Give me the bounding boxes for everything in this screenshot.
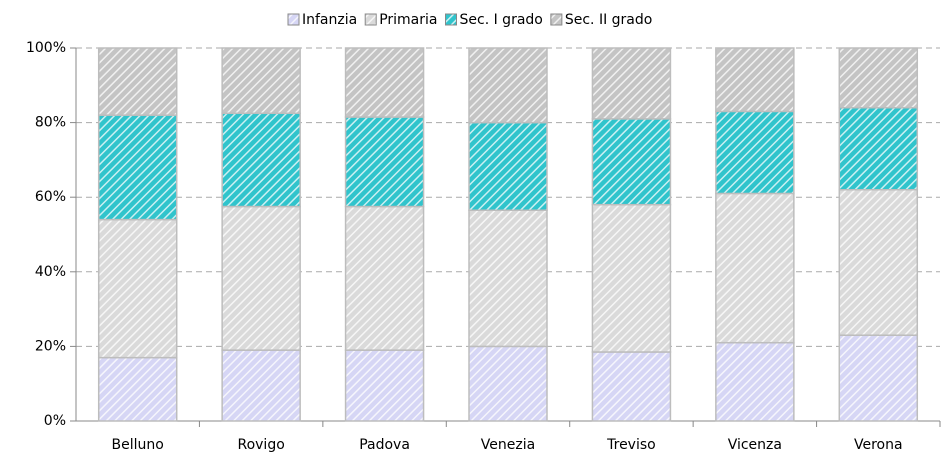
x-tick-label: Verona [854,437,903,453]
legend-label: Sec. II grado [565,12,652,28]
bar-segment [97,356,178,422]
bar-segment [221,47,301,115]
x-tick-label: Belluno [112,437,164,453]
legend-swatch [550,13,563,26]
bar-segment [97,114,178,221]
legend-swatch [287,13,300,26]
y-tick-label: 80% [35,115,66,131]
bar-segment [715,110,795,195]
bar-segment [715,47,795,113]
legend-label: Primaria [379,12,437,28]
bar-segment [344,116,425,208]
bar-segment [344,349,425,422]
bar-segment [468,345,548,422]
bar-segment [715,341,795,422]
bar-segment [468,209,548,348]
y-tick-label: 100% [26,40,66,56]
bar-segment [221,205,301,351]
bar-segment [715,192,795,344]
x-tick-label: Venezia [481,437,535,453]
x-tick-label: Treviso [606,437,656,453]
bar-segment [97,218,178,359]
legend-label: Infanzia [302,12,357,28]
bar-segment [344,47,425,118]
bar-segment [591,118,672,206]
bar-segment [591,47,672,120]
x-tick-label: Padova [359,437,410,453]
bar-segment [838,47,919,109]
legend-label: Sec. I grado [460,12,543,28]
bar-segment [221,112,301,208]
bar-segment [468,121,548,212]
bar-segment [591,203,672,353]
x-tick-label: Rovigo [237,437,284,453]
y-tick-label: 60% [35,189,66,205]
bar-segment [591,351,672,422]
legend-swatch [445,13,457,26]
bar-segment [344,205,425,351]
bar-segment [468,47,548,124]
x-tick-label: Vicenza [728,437,782,453]
bar-segment [838,188,919,336]
y-tick-label: 40% [35,264,66,280]
y-tick-label: 20% [35,338,66,354]
bar-segment [97,47,178,116]
bar-segment [838,106,919,191]
bar-segment [221,349,301,422]
legend-swatch [364,13,377,26]
bar-segment [838,334,919,422]
y-tick-label: 0% [44,413,66,429]
